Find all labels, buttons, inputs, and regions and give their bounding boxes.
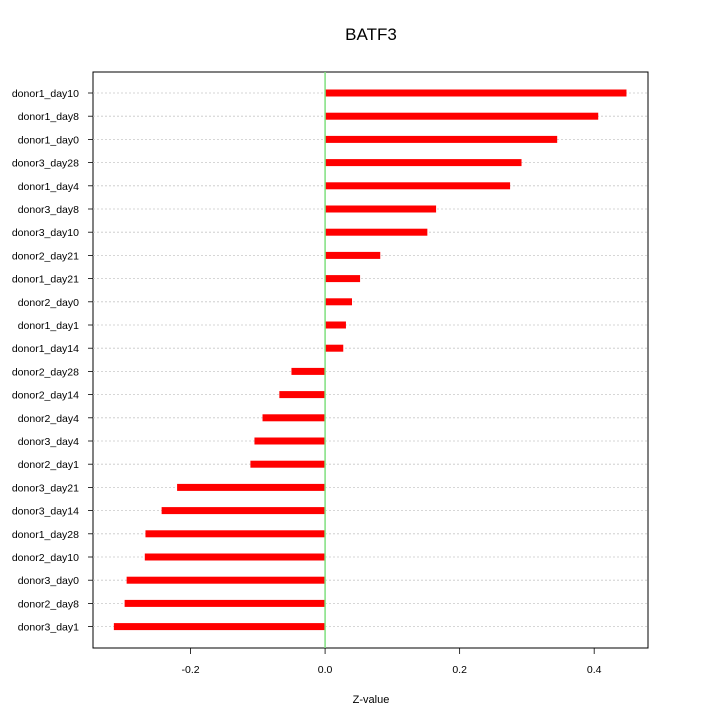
grid-lines	[93, 92, 648, 627]
bar	[291, 367, 326, 375]
bar	[145, 530, 326, 538]
x-tick-label: 0.2	[452, 664, 467, 676]
y-tick-label: donor1_day14	[12, 343, 79, 355]
x-tick-label: 0.4	[587, 664, 602, 676]
y-tick-label: donor2_day21	[12, 250, 79, 262]
bar	[325, 275, 361, 283]
bar	[325, 298, 352, 306]
y-tick-label: donor3_day10	[12, 227, 79, 239]
y-tick-label: donor1_day4	[18, 181, 79, 193]
bar	[113, 623, 326, 631]
bar	[126, 576, 326, 584]
y-tick-label: donor1_day28	[12, 529, 79, 541]
x-axis: -0.2 0.0 0.2 0.4	[181, 648, 602, 676]
x-axis-label: Z-value	[353, 694, 390, 706]
bar	[177, 483, 326, 491]
chart-title: BATF3	[345, 25, 397, 44]
bar	[144, 553, 326, 561]
y-tick-label: donor3_day14	[12, 506, 79, 518]
bar	[325, 159, 522, 167]
x-tick-label: 0.0	[318, 664, 333, 676]
y-tick-label: donor2_day10	[12, 552, 79, 564]
y-tick-label: donor2_day8	[18, 598, 79, 610]
y-tick-label: donor3_day4	[18, 436, 79, 448]
y-tick-label: donor3_day0	[18, 575, 79, 587]
bar	[325, 321, 346, 329]
bar	[254, 437, 326, 445]
y-tick-label: donor3_day21	[12, 482, 79, 494]
y-tick-label: donor1_day0	[18, 134, 79, 146]
y-tick-label: donor3_day1	[18, 622, 79, 634]
bar	[250, 460, 326, 468]
y-tick-label: donor1_day8	[18, 111, 79, 123]
bar	[262, 414, 326, 422]
y-tick-label: donor1_day1	[18, 320, 79, 332]
bar	[161, 507, 326, 515]
y-tick-label: donor1_day10	[12, 88, 79, 100]
bar	[325, 89, 627, 97]
y-tick-label: donor2_day0	[18, 297, 79, 309]
bar	[325, 112, 599, 120]
bar	[325, 135, 558, 143]
y-tick-label: donor1_day21	[12, 274, 79, 286]
y-tick-label: donor2_day14	[12, 390, 79, 402]
y-tick-label: donor2_day1	[18, 459, 79, 471]
y-tick-label: donor3_day8	[18, 204, 79, 216]
y-tick-label: donor2_day4	[18, 413, 79, 425]
bar	[325, 344, 344, 352]
bar	[325, 251, 381, 259]
bar	[325, 182, 511, 190]
y-tick-label: donor2_day28	[12, 366, 79, 378]
y-tick-label: donor3_day28	[12, 158, 79, 170]
y-tick-labels: donor1_day10 donor1_day8 donor1_day0 donor3…	[12, 88, 93, 634]
bar	[279, 391, 326, 399]
x-tick-label: -0.2	[181, 664, 199, 676]
bar	[325, 228, 428, 236]
bars	[113, 89, 627, 631]
bar	[124, 599, 326, 607]
bar	[325, 205, 437, 213]
plot-frame	[92, 71, 649, 649]
